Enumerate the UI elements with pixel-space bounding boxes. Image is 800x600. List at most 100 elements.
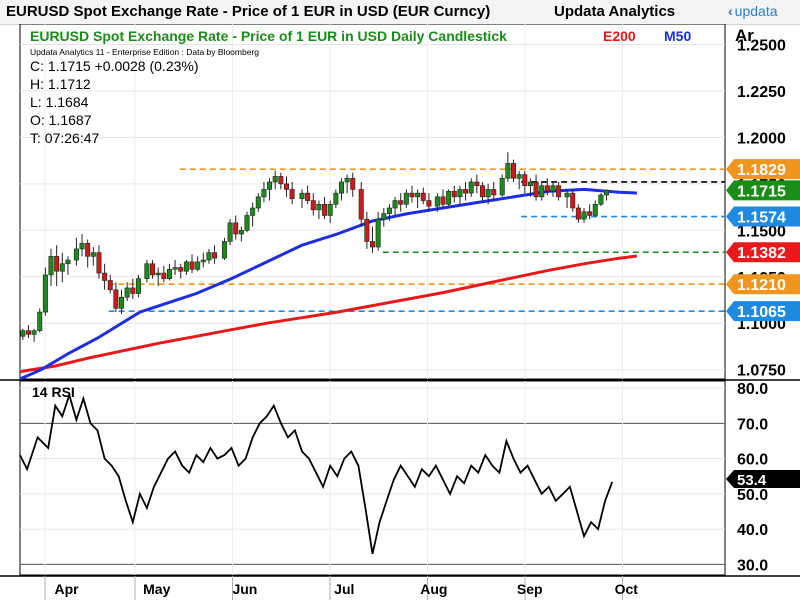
m50-legend: M50	[664, 28, 691, 44]
rsi-label: 14 RSI	[32, 384, 75, 400]
month-label: May	[143, 581, 170, 597]
candle-body	[272, 176, 278, 183]
candle-body	[48, 256, 54, 276]
candle-body	[79, 243, 85, 250]
candle-body	[238, 230, 244, 235]
candle-body	[420, 192, 426, 201]
price-gridlines	[20, 43, 725, 371]
candle-body	[183, 261, 189, 272]
candle-body	[90, 252, 96, 257]
rsi-tick-label: 70.0	[737, 416, 768, 433]
price-panel[interactable]	[19, 24, 726, 380]
price-tag-label: 1.1382	[737, 245, 786, 262]
chart-area[interactable]: EURUSD Spot Exchange Rate - Price of 1 E…	[0, 24, 800, 600]
candle-body	[446, 190, 452, 205]
candle-body	[550, 185, 556, 192]
month-label: Sep	[517, 581, 543, 597]
candle-body	[37, 311, 43, 331]
rsi-tick-label: 30.0	[737, 557, 768, 574]
price-tick-label: 1.0750	[737, 363, 786, 380]
candle-body	[221, 241, 227, 259]
candle-body	[505, 163, 511, 179]
rsi-panel[interactable]	[19, 380, 726, 576]
candle-body	[305, 192, 311, 201]
price-tag: 1.1210	[726, 274, 800, 295]
price-axis-header: Ar	[735, 26, 754, 45]
candle-body	[299, 192, 305, 200]
rsi-tick-label: 80.0	[737, 381, 768, 398]
price-tag-label: 1.1065	[737, 304, 786, 321]
candle-body	[166, 269, 172, 279]
price-tag-box	[726, 206, 800, 227]
candle-body	[267, 181, 273, 190]
price-tag-box	[726, 274, 800, 295]
candle-body	[604, 190, 610, 196]
rsi-series	[19, 392, 614, 554]
candle-body	[344, 177, 350, 183]
candle-body	[316, 203, 322, 211]
candle-body	[161, 272, 167, 279]
candle-body	[261, 189, 267, 198]
candle-body	[533, 181, 539, 198]
candle-body	[96, 252, 102, 274]
rsi-tick-label: 40.0	[737, 522, 768, 539]
candle-body	[463, 189, 469, 194]
price-tag-label: 1.1715	[737, 183, 786, 200]
chart-subtitle: EURUSD Spot Exchange Rate - Price of 1 E…	[30, 28, 507, 44]
candlesticks	[20, 152, 610, 342]
candle-body	[474, 181, 480, 187]
candle-body	[255, 196, 261, 209]
candle-body	[195, 261, 201, 270]
candle-body	[65, 259, 71, 265]
candle-body	[564, 192, 570, 198]
rsi-current-value: 53.4	[737, 472, 767, 489]
rsi-value-tag: 53.4	[726, 470, 800, 489]
rsi-line	[19, 392, 614, 554]
month-axis-labels: Apr May Jun Jul Aug Sep Oct	[54, 581, 638, 597]
candle-body	[539, 185, 545, 198]
candle-body	[31, 330, 37, 335]
price-tag: 1.1574	[726, 206, 800, 227]
candle-body	[510, 163, 516, 179]
candle-body	[250, 207, 256, 216]
candle-body	[409, 192, 415, 198]
candle-body	[54, 256, 60, 272]
candle-body	[587, 211, 593, 216]
candle-body	[227, 222, 233, 242]
price-tag: 1.1715	[726, 180, 800, 201]
price-tag: 1.1382	[726, 242, 800, 263]
candle-body	[485, 189, 491, 198]
rsi-tick-label: 50.0	[737, 487, 768, 504]
candle-body	[73, 248, 79, 261]
candle-body	[364, 218, 370, 242]
candle-body	[592, 203, 598, 216]
candle-body	[426, 200, 432, 207]
candle-body	[327, 203, 333, 216]
candle-body	[350, 177, 356, 190]
candle-body	[381, 213, 387, 220]
candle-body	[570, 192, 576, 209]
price-tick-label: 1.2500	[737, 37, 786, 54]
month-label: Aug	[420, 581, 447, 597]
candle-body	[25, 330, 31, 335]
candle-body	[527, 181, 533, 187]
candle-body	[107, 280, 113, 291]
candle-body	[119, 296, 125, 309]
e200-line	[19, 254, 638, 374]
candle-body	[178, 267, 184, 272]
price-tag-label: 1.1210	[737, 277, 786, 294]
candle-body	[113, 289, 119, 309]
candle-body	[358, 189, 364, 220]
month-label: Oct	[615, 581, 639, 597]
price-tag-box	[726, 180, 800, 201]
updata-logo[interactable]: ‹ updata	[728, 3, 778, 19]
ohlc-close: C: 1.1715 +0.0028 (0.23%)	[30, 58, 199, 74]
ohlc-low: L: 1.1684	[30, 94, 89, 110]
title-bar: EURUSD Spot Exchange Rate - Price of 1 E…	[0, 0, 800, 25]
candle-body	[556, 185, 562, 198]
candle-body	[440, 196, 446, 205]
candle-body	[155, 272, 161, 276]
candle-body	[544, 185, 550, 192]
candle-body	[457, 189, 463, 198]
price-tag: 1.1065	[726, 301, 800, 322]
